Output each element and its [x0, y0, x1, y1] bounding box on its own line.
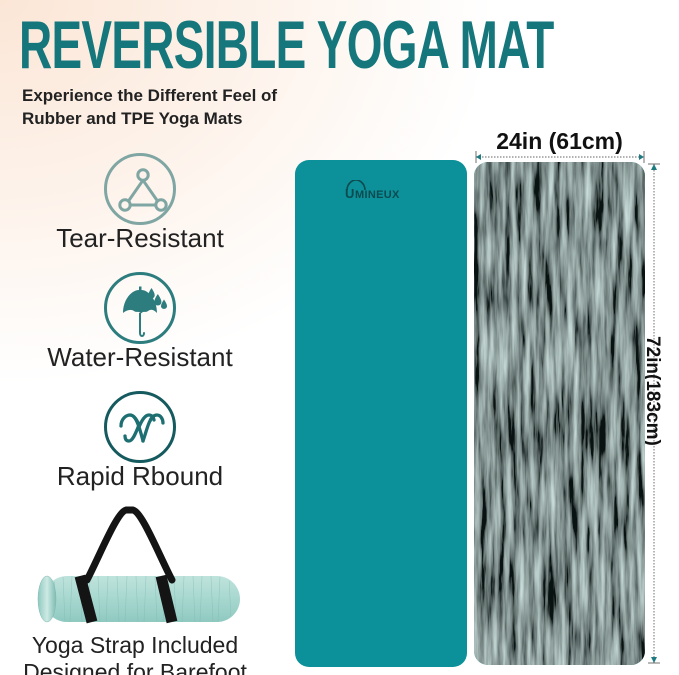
svg-text:MINEUX: MINEUX	[355, 189, 400, 201]
svg-text:U: U	[345, 186, 354, 201]
